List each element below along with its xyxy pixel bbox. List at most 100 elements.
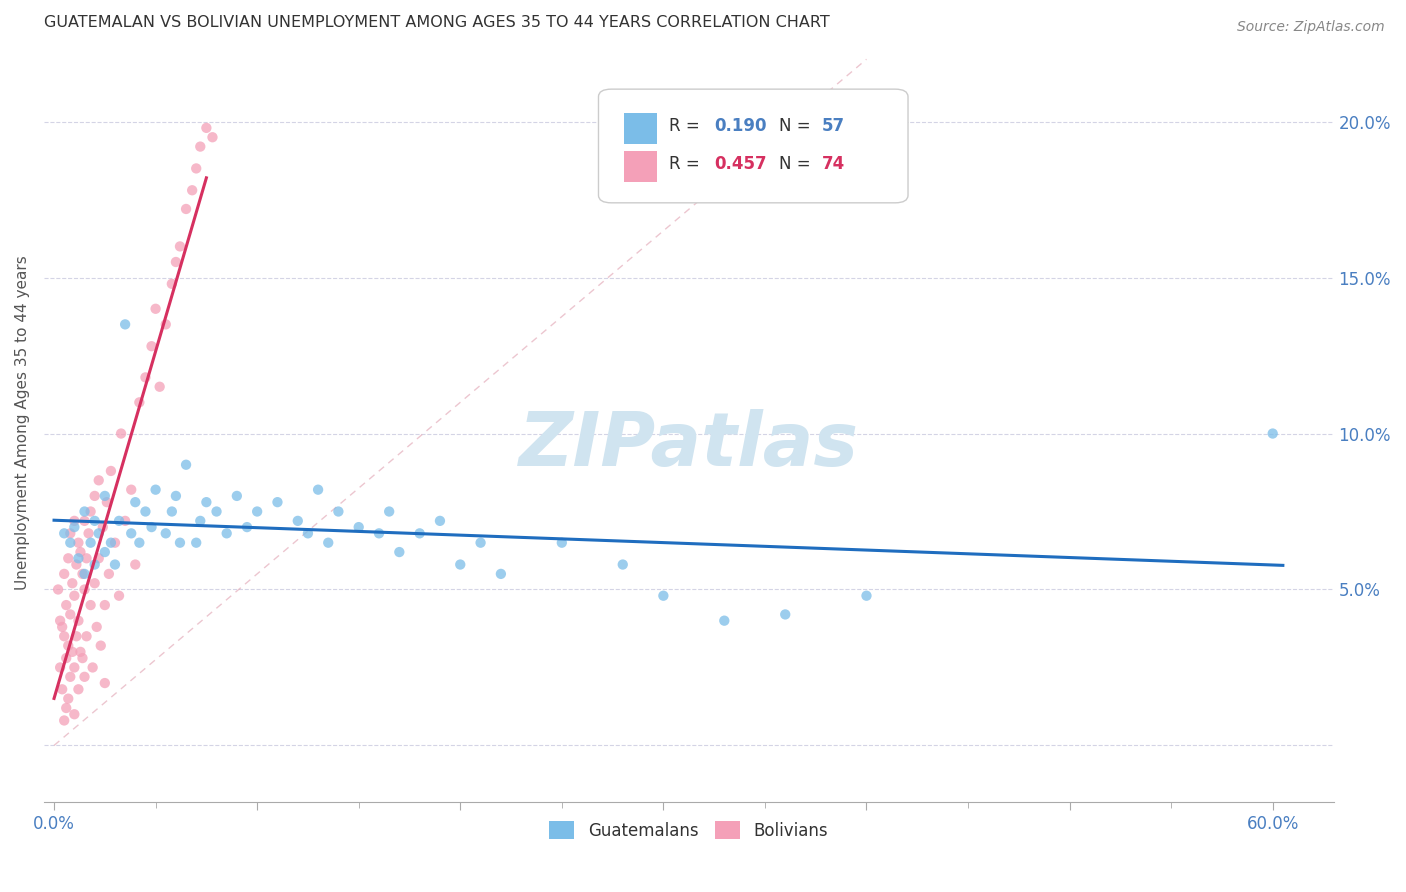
Point bbox=[53, 629, 76, 643]
Point bbox=[236, 520, 259, 534]
Text: GUATEMALAN VS BOLIVIAN UNEMPLOYMENT AMONG AGES 35 TO 44 YEARS CORRELATION CHART: GUATEMALAN VS BOLIVIAN UNEMPLOYMENT AMON… bbox=[44, 15, 830, 30]
Point bbox=[120, 483, 142, 497]
Point bbox=[94, 489, 117, 503]
Point bbox=[76, 551, 98, 566]
Point bbox=[90, 639, 112, 653]
Point bbox=[368, 526, 391, 541]
Text: R =: R = bbox=[669, 155, 706, 173]
Point bbox=[83, 576, 105, 591]
Point bbox=[141, 339, 163, 353]
Point bbox=[73, 504, 96, 518]
Point bbox=[378, 504, 401, 518]
Point bbox=[53, 566, 76, 581]
Point bbox=[72, 566, 94, 581]
Point bbox=[76, 629, 98, 643]
Point bbox=[73, 670, 96, 684]
Point bbox=[188, 139, 211, 153]
Point bbox=[65, 558, 87, 572]
Point bbox=[160, 504, 183, 518]
Point bbox=[60, 576, 83, 591]
Point bbox=[91, 520, 114, 534]
Point bbox=[149, 380, 172, 394]
Point bbox=[174, 202, 197, 216]
Point bbox=[94, 598, 117, 612]
Point bbox=[205, 504, 228, 518]
Text: R =: R = bbox=[669, 117, 706, 136]
Point bbox=[174, 458, 197, 472]
Point bbox=[307, 483, 329, 497]
Point bbox=[287, 514, 309, 528]
Y-axis label: Unemployment Among Ages 35 to 44 years: Unemployment Among Ages 35 to 44 years bbox=[15, 255, 30, 590]
Point bbox=[73, 566, 96, 581]
Point bbox=[104, 535, 127, 549]
Point bbox=[83, 514, 105, 528]
Point bbox=[96, 495, 118, 509]
Point bbox=[652, 589, 675, 603]
Point bbox=[114, 318, 136, 332]
Point bbox=[297, 526, 319, 541]
Point bbox=[65, 629, 87, 643]
Point bbox=[59, 535, 82, 549]
Point bbox=[188, 514, 211, 528]
Point bbox=[97, 566, 120, 581]
Legend: Guatemalans, Bolivians: Guatemalans, Bolivians bbox=[543, 814, 835, 847]
Point bbox=[72, 651, 94, 665]
Text: 74: 74 bbox=[821, 155, 845, 173]
Point bbox=[94, 676, 117, 690]
Point bbox=[489, 566, 512, 581]
Point bbox=[449, 558, 471, 572]
FancyBboxPatch shape bbox=[599, 89, 908, 202]
Point bbox=[79, 598, 101, 612]
Text: N =: N = bbox=[779, 155, 815, 173]
Point bbox=[86, 620, 108, 634]
Point bbox=[58, 551, 80, 566]
Point bbox=[87, 551, 110, 566]
Point bbox=[58, 691, 80, 706]
Point bbox=[124, 558, 146, 572]
Point bbox=[316, 535, 339, 549]
Point bbox=[69, 645, 91, 659]
Point bbox=[201, 130, 224, 145]
Point bbox=[59, 670, 82, 684]
Point bbox=[82, 660, 104, 674]
Point bbox=[63, 520, 86, 534]
FancyBboxPatch shape bbox=[624, 113, 657, 144]
Point bbox=[55, 651, 77, 665]
Text: ZIPatlas: ZIPatlas bbox=[519, 409, 859, 482]
Point bbox=[155, 526, 177, 541]
Point bbox=[49, 614, 72, 628]
Point bbox=[1261, 426, 1284, 441]
Point bbox=[59, 607, 82, 622]
Point bbox=[114, 514, 136, 528]
Point bbox=[128, 395, 150, 409]
Point bbox=[63, 707, 86, 722]
Point bbox=[145, 301, 167, 316]
Point bbox=[110, 426, 132, 441]
Point bbox=[155, 318, 177, 332]
Point bbox=[87, 473, 110, 487]
Point bbox=[53, 714, 76, 728]
Text: 57: 57 bbox=[821, 117, 845, 136]
Point bbox=[612, 558, 634, 572]
Point bbox=[100, 464, 122, 478]
Point bbox=[100, 535, 122, 549]
Point bbox=[141, 520, 163, 534]
Point bbox=[79, 504, 101, 518]
Point bbox=[59, 526, 82, 541]
Point bbox=[46, 582, 69, 597]
Point bbox=[63, 514, 86, 528]
Point bbox=[49, 660, 72, 674]
Point bbox=[169, 535, 191, 549]
Point bbox=[195, 120, 218, 135]
Point bbox=[328, 504, 350, 518]
Point bbox=[55, 598, 77, 612]
Point bbox=[181, 183, 204, 197]
Point bbox=[67, 682, 90, 697]
Point bbox=[67, 614, 90, 628]
Point bbox=[53, 526, 76, 541]
Point bbox=[186, 535, 208, 549]
Point bbox=[73, 582, 96, 597]
Point bbox=[104, 558, 127, 572]
Point bbox=[128, 535, 150, 549]
Point bbox=[60, 645, 83, 659]
